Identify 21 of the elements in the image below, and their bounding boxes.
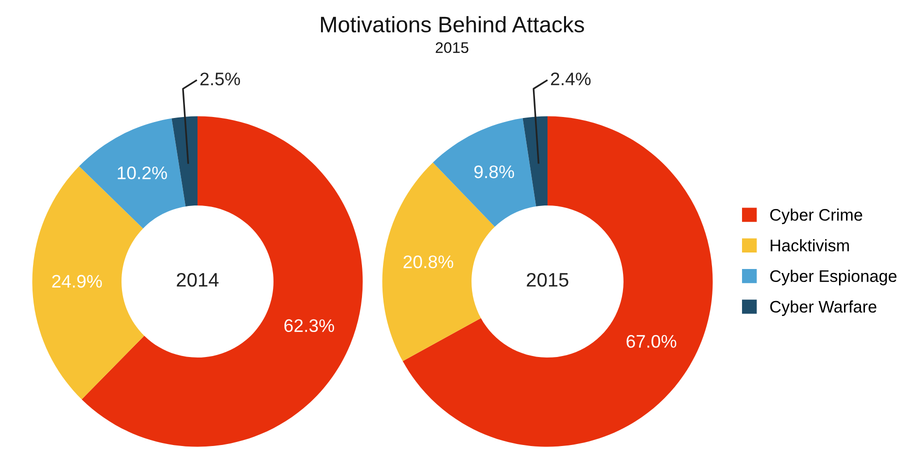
text: 2014	[176, 272, 219, 287]
text: 2015	[436, 42, 468, 54]
text: 2015	[526, 272, 568, 287]
donut-slice	[172, 116, 198, 206]
legend-label: Cyber Warfare	[770, 300, 876, 316]
legend-label: Hacktivism	[770, 239, 849, 252]
data-label: 67.0%	[626, 334, 676, 348]
legend-label: Cyber Espionage	[770, 270, 897, 286]
data-label: 2.4%	[550, 72, 591, 86]
donut-slice	[432, 118, 536, 227]
donut-slice	[79, 118, 186, 229]
donut-slice	[402, 116, 713, 447]
data-label: 2.5%	[200, 72, 240, 86]
legend-label: Cyber Crime	[770, 208, 862, 224]
chart-title: Motivations Behind Attacks	[321, 16, 584, 32]
data-label: 24.9%	[52, 274, 102, 288]
donut-slice	[522, 116, 548, 206]
data-label: 20.8%	[404, 255, 454, 268]
data-label: 10.2%	[118, 166, 167, 180]
data-label: 9.8%	[474, 165, 514, 178]
data-label: 62.3%	[284, 319, 334, 332]
